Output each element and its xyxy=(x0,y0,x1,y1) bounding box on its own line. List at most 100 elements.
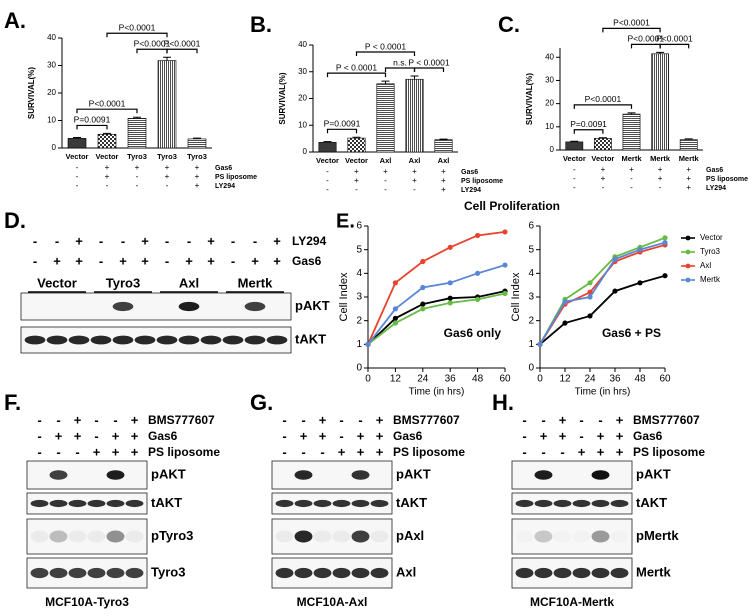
point xyxy=(662,273,668,279)
band xyxy=(46,335,68,345)
condition-sign: + xyxy=(105,172,110,181)
y-tick-label: 6 xyxy=(356,221,362,232)
band xyxy=(87,530,106,543)
error-bar xyxy=(598,137,607,139)
band xyxy=(294,530,313,543)
y-tick-label: 1 xyxy=(528,339,534,350)
condition-sign: + xyxy=(601,174,606,183)
y-tick-label: 5 xyxy=(528,244,534,255)
group-label: Vector xyxy=(37,275,77,290)
condition-sign: + xyxy=(319,412,327,427)
band xyxy=(611,531,629,543)
significance-label: P < 0.0001 xyxy=(408,57,449,67)
band xyxy=(554,531,572,543)
y-tick-label: 20 xyxy=(47,88,56,97)
condition-sign: + xyxy=(559,428,567,443)
y-tick-label: 4 xyxy=(356,268,362,279)
band xyxy=(222,335,244,345)
condition-sign: - xyxy=(106,181,109,190)
band xyxy=(314,470,332,480)
error-bar xyxy=(73,137,81,139)
point xyxy=(587,294,593,300)
x-tick-label: 48 xyxy=(472,374,484,385)
condition-name: PS liposome xyxy=(393,445,465,459)
x-tick-label: Tyro3 xyxy=(157,152,177,161)
band xyxy=(515,567,534,579)
significance-bracket xyxy=(413,67,445,73)
band xyxy=(591,470,610,480)
condition-sign: - xyxy=(76,181,79,190)
error-bar xyxy=(133,116,141,119)
condition-sign: - xyxy=(522,444,526,459)
y-tick-label: 10 xyxy=(545,122,554,131)
condition-sign: + xyxy=(251,253,259,268)
condition-sign: + xyxy=(441,176,446,185)
condition-sign: - xyxy=(56,412,60,427)
condition-sign: + xyxy=(165,163,170,172)
band xyxy=(68,335,90,345)
significance-label: P<0.0001 xyxy=(119,23,156,33)
condition-name: Gas6 xyxy=(148,429,178,443)
band xyxy=(275,499,294,508)
y-axis-label: Cell Index xyxy=(510,272,522,321)
condition-sign: + xyxy=(412,167,417,176)
condition-sign: - xyxy=(37,444,41,459)
condition-sign: + xyxy=(357,444,365,459)
point xyxy=(475,270,481,276)
condition-name: PS liposome xyxy=(633,445,705,459)
band xyxy=(332,499,351,508)
point xyxy=(612,256,618,262)
y-tick-label: 30 xyxy=(298,67,307,76)
annotation: Gas6 only xyxy=(444,326,502,340)
condition-sign: - xyxy=(560,444,564,459)
condition-sign: + xyxy=(658,165,663,174)
condition-name: BMS777607 xyxy=(393,413,460,427)
condition-sign: + xyxy=(195,163,200,172)
condition-sign: - xyxy=(355,185,358,194)
band xyxy=(516,531,534,543)
significance-label: P < 0.0001 xyxy=(365,41,406,51)
significance-bracket xyxy=(602,27,661,33)
bar xyxy=(405,78,424,153)
condition-sign: - xyxy=(384,185,387,194)
condition-sign: - xyxy=(282,412,286,427)
band xyxy=(332,567,351,579)
condition-sign: + xyxy=(559,412,567,427)
significance-bracket xyxy=(136,48,168,54)
y-tick-label: 0 xyxy=(550,145,555,154)
point xyxy=(392,315,398,321)
group-label: Axl xyxy=(179,275,199,290)
x-tick-label: Mertk xyxy=(650,154,671,163)
y-tick-label: 20 xyxy=(298,94,307,103)
x-tick-label: 60 xyxy=(499,374,511,385)
condition-sign: + xyxy=(441,167,446,176)
significance-bracket xyxy=(355,51,416,57)
point xyxy=(502,290,508,297)
condition-sign: + xyxy=(207,253,215,268)
condition-sign: - xyxy=(231,253,235,268)
condition-sign: - xyxy=(579,412,583,427)
condition-sign: + xyxy=(75,253,83,268)
band xyxy=(351,567,370,579)
condition-sign: + xyxy=(319,428,327,443)
condition-name: Gas6 xyxy=(393,429,423,443)
legend-label: Vector xyxy=(700,233,723,242)
significance-label: P<0.0001 xyxy=(656,34,693,44)
condition-sign: - xyxy=(231,233,235,248)
y-tick-label: 40 xyxy=(545,52,554,61)
condition-sign: + xyxy=(616,428,624,443)
band xyxy=(69,302,90,311)
band xyxy=(87,499,106,508)
condition-sign: + xyxy=(412,176,417,185)
band xyxy=(591,567,610,579)
bar xyxy=(679,139,698,151)
band xyxy=(351,530,370,543)
x-tick-label: 36 xyxy=(445,374,457,385)
band xyxy=(554,470,572,480)
condition-sign: - xyxy=(37,428,41,443)
band xyxy=(91,302,112,311)
band xyxy=(68,530,87,543)
condition-sign: + xyxy=(105,163,110,172)
condition-sign: - xyxy=(113,412,117,427)
condition-sign: - xyxy=(630,183,633,192)
